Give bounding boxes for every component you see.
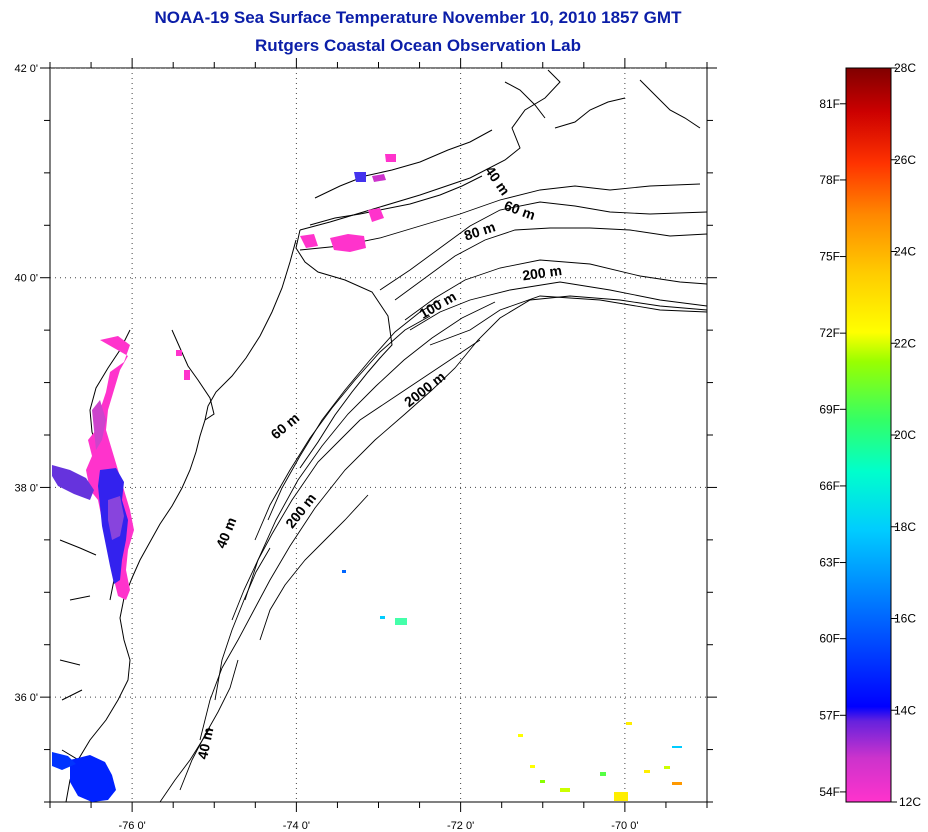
plot-frame — [49, 67, 708, 803]
sst-data-patches — [52, 154, 682, 802]
lat-tick-label: 36 0' — [14, 692, 38, 704]
lat-tick-label: 42 0' — [14, 63, 38, 75]
colorbar-celsius-label: 24C — [894, 245, 916, 259]
lon-tick-label: -70 0' — [611, 820, 638, 832]
colorbar-fahrenheit-label: 81F — [819, 97, 840, 111]
colorbar-fahrenheit-label: 54F — [819, 785, 840, 799]
colorbar-fahrenheit-label: 72F — [819, 326, 840, 340]
colorbar-fahrenheit-label: 60F — [819, 632, 840, 646]
map-subtitle: Rutgers Coastal Ocean Observation Lab — [255, 36, 581, 55]
latitude-labels: 42 0' 40 0' 38 0' 36 0' — [14, 63, 38, 704]
colorbar-fahrenheit-label: 78F — [819, 173, 840, 187]
colorbar-celsius-label: 28C — [894, 61, 916, 75]
contour-label: 200 m — [521, 262, 563, 283]
colorbar — [845, 67, 892, 803]
colorbar-celsius-label: 22C — [894, 336, 916, 350]
bathymetry-contours — [159, 183, 707, 802]
colorbar-fahrenheit-label: 66F — [819, 479, 840, 493]
colorbar-celsius-label: 12C — [899, 795, 921, 809]
lat-tick-label: 38 0' — [14, 482, 38, 494]
colorbar-celsius-label: 26C — [894, 153, 916, 167]
colorbar-celsius-label: 14C — [894, 703, 916, 717]
map-title: NOAA-19 Sea Surface Temperature November… — [154, 8, 682, 27]
longitude-labels: -76 0' -74 0' -72 0' -70 0' — [119, 820, 639, 832]
lon-tick-label: -76 0' — [119, 820, 146, 832]
colorbar-ticks: 28C 26C 24C 22C 20C 18C 16C 14C 12C 81F 78F 75F 72F 6… — [819, 61, 921, 809]
lon-tick-label: -72 0' — [447, 820, 474, 832]
lat-tick-label: 40 0' — [14, 273, 38, 285]
colorbar-celsius-label: 18C — [894, 520, 916, 534]
colorbar-celsius-label: 16C — [894, 612, 916, 626]
contour-label: 40 m — [194, 726, 216, 761]
colorbar-fahrenheit-label: 63F — [819, 556, 840, 570]
lon-tick-label: -74 0' — [283, 820, 310, 832]
axis-ticks — [40, 58, 717, 812]
colorbar-fahrenheit-label: 57F — [819, 708, 840, 722]
colorbar-fahrenheit-label: 75F — [819, 250, 840, 264]
colorbar-fahrenheit-label: 69F — [819, 402, 840, 416]
colorbar-celsius-label: 20C — [894, 428, 916, 442]
